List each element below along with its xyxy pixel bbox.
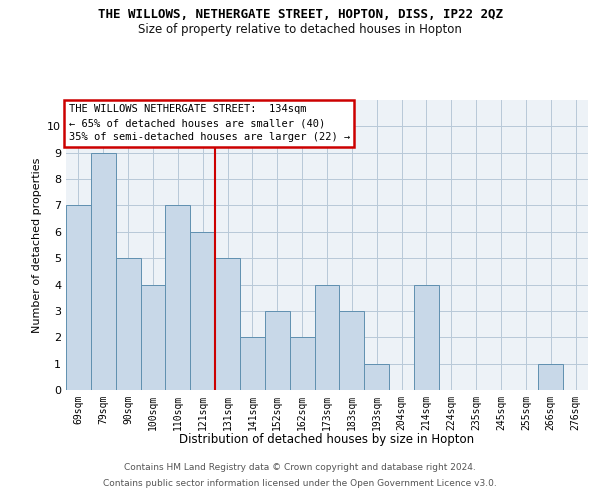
Bar	[538, 364, 563, 390]
Text: Size of property relative to detached houses in Hopton: Size of property relative to detached ho…	[138, 22, 462, 36]
Text: THE WILLOWS, NETHERGATE STREET, HOPTON, DISS, IP22 2QZ: THE WILLOWS, NETHERGATE STREET, HOPTON, …	[97, 8, 503, 20]
Bar	[290, 338, 314, 390]
Y-axis label: Number of detached properties: Number of detached properties	[32, 158, 41, 332]
Bar	[91, 152, 116, 390]
Bar	[265, 311, 290, 390]
Text: Distribution of detached houses by size in Hopton: Distribution of detached houses by size …	[179, 432, 475, 446]
Bar	[340, 311, 364, 390]
Bar	[116, 258, 140, 390]
Text: Contains public sector information licensed under the Open Government Licence v3: Contains public sector information licen…	[103, 478, 497, 488]
Bar	[240, 338, 265, 390]
Bar	[215, 258, 240, 390]
Bar	[166, 206, 190, 390]
Bar	[364, 364, 389, 390]
Bar	[190, 232, 215, 390]
Bar	[66, 206, 91, 390]
Text: THE WILLOWS NETHERGATE STREET:  134sqm
← 65% of detached houses are smaller (40): THE WILLOWS NETHERGATE STREET: 134sqm ← …	[68, 104, 350, 142]
Bar	[414, 284, 439, 390]
Bar	[140, 284, 166, 390]
Text: Contains HM Land Registry data © Crown copyright and database right 2024.: Contains HM Land Registry data © Crown c…	[124, 464, 476, 472]
Bar	[314, 284, 340, 390]
